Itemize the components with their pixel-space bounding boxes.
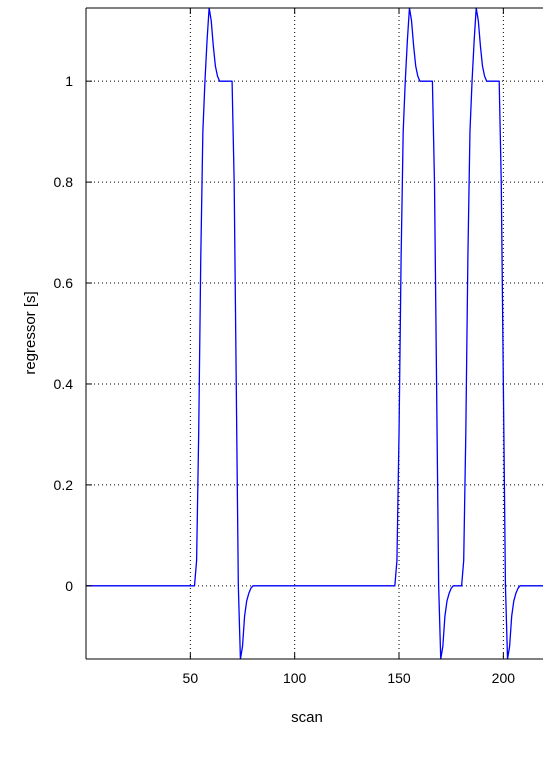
y-axis-label: regressor [s] [22,291,39,374]
y-tick-label: 0.6 [54,275,74,291]
x-tick-label: 50 [183,670,199,686]
plot-area [86,8,543,659]
x-tick-labels: 50 100 150 200 [183,670,516,686]
data-lines [86,7,543,660]
y-tick-labels: 0 0.2 0.4 0.6 0.8 1 [54,73,74,594]
y-tick-label: 0.4 [54,376,74,392]
x-tick-label: 100 [283,670,307,686]
series-line-0 [86,7,543,660]
axes-frame [85,7,543,660]
x-tick-label: 150 [387,670,411,686]
y-tick-label: 0 [65,578,73,594]
x-tick-label: 200 [492,670,516,686]
x-axis-label: scan [291,709,323,726]
grid-lines [86,8,543,659]
tick-marks [86,8,504,659]
y-tick-label: 0.2 [54,477,74,493]
y-tick-label: 0.8 [54,174,74,190]
y-tick-label: 1 [65,73,73,89]
